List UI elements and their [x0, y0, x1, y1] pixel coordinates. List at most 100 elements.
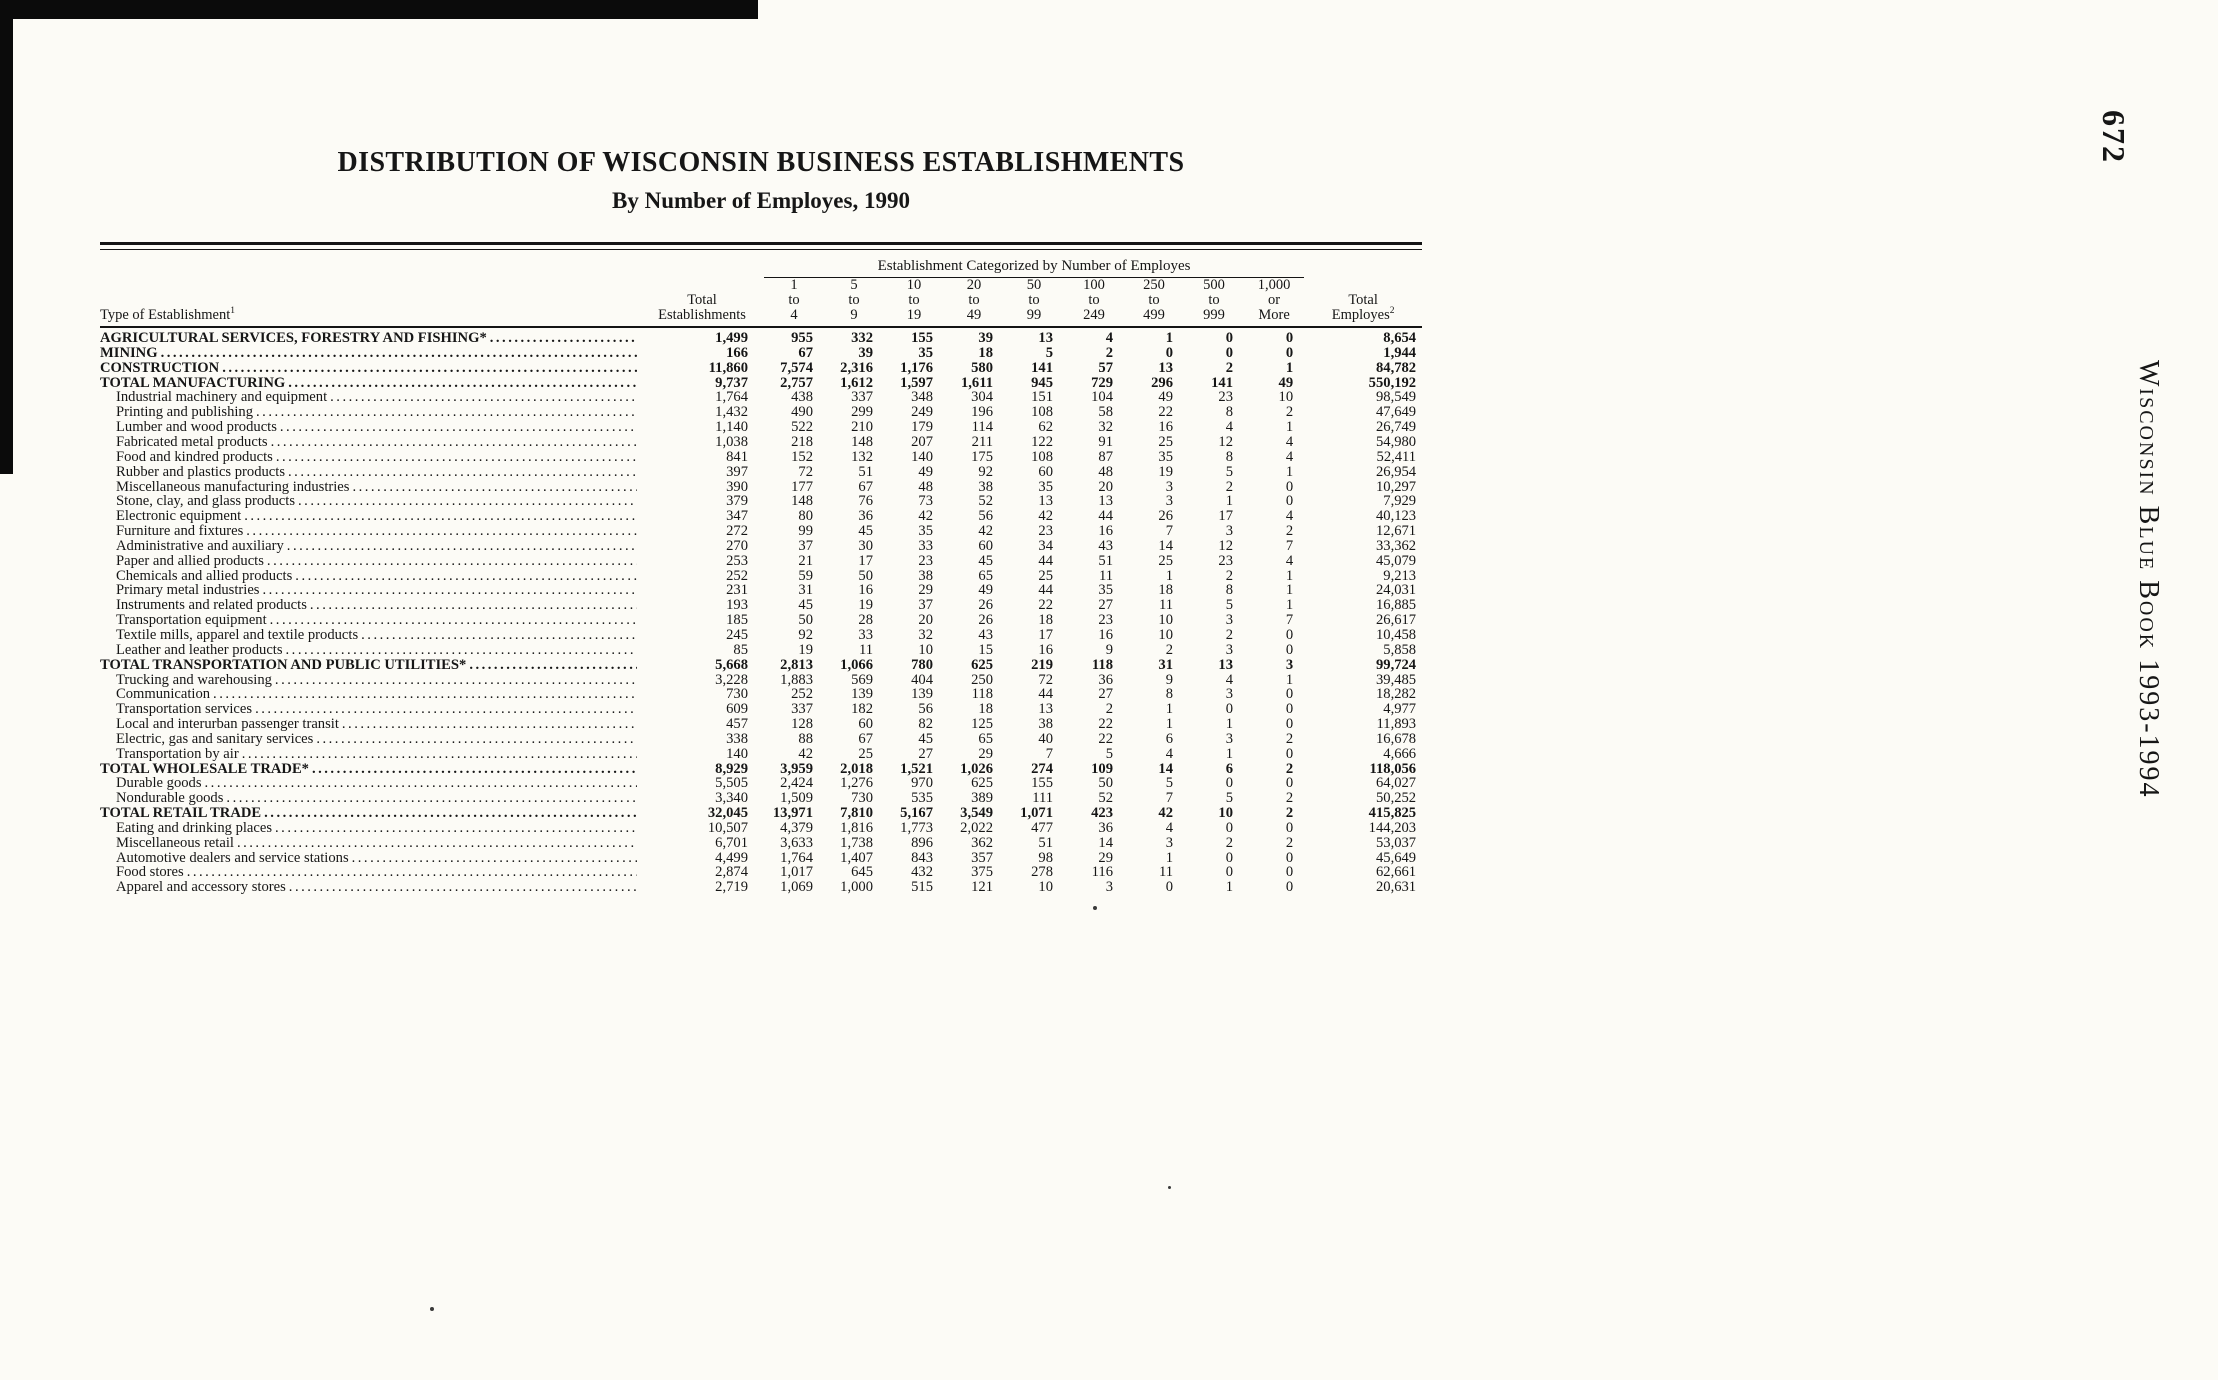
cell-value: 50	[798, 613, 813, 628]
cell-value: 645	[851, 865, 873, 881]
cell-value: 2	[1165, 642, 1173, 658]
cell-value: 0	[1225, 820, 1233, 836]
cell-value: 3	[1285, 657, 1294, 673]
cell-value: 72	[1038, 672, 1053, 688]
dot-leader	[242, 747, 637, 762]
row-label: Durable goods	[116, 776, 202, 792]
cell-value: 0	[1285, 330, 1294, 346]
cell-value: 7,574	[780, 360, 813, 376]
cell-value: 0	[1285, 820, 1294, 836]
dot-leader	[267, 554, 637, 569]
cell-value: 36	[1098, 672, 1113, 688]
book-edge-title: Wisconsin Blue Book 1993-1994	[2133, 360, 2164, 799]
cell-value: 32	[918, 627, 933, 643]
cell-value: 182	[851, 702, 873, 718]
cell-value: 1	[1165, 330, 1173, 346]
cell-value: 1,017	[780, 865, 813, 881]
cell-value: 245	[726, 627, 748, 643]
row-label: Trucking and warehousing	[116, 672, 272, 688]
cell-value: 38	[1038, 717, 1053, 732]
scan-speck	[430, 1307, 434, 1311]
cell-value: 179	[911, 420, 933, 436]
dot-leader	[280, 420, 637, 435]
cell-value: 26	[1158, 509, 1173, 525]
row-label: Transportation by air	[116, 746, 239, 762]
cell-value: 18	[978, 702, 993, 718]
cell-value: 4	[1165, 820, 1173, 836]
cell-value: 118	[971, 687, 993, 703]
cell-value: 1,944	[1383, 345, 1417, 361]
cell-value: 1,000	[840, 880, 873, 896]
row-label: TOTAL RETAIL TRADE	[100, 806, 262, 821]
cell-value: 5	[1045, 345, 1053, 361]
cell-value: 54,980	[1375, 435, 1417, 450]
row-label: Food and kindred products	[116, 449, 273, 465]
row-label: Primary metal industries	[116, 583, 260, 599]
cell-value: 9	[1165, 672, 1173, 688]
cell-value: 438	[791, 390, 813, 406]
cell-value: 9	[1105, 642, 1113, 658]
table-row: Chemicals and allied products25259503865…	[100, 569, 1422, 584]
cell-value: 1	[1285, 583, 1294, 599]
cell-value: 8	[1225, 583, 1233, 599]
cell-value: 0	[1285, 494, 1294, 510]
cell-value: 7	[1285, 538, 1294, 554]
cell-value: 1,176	[900, 360, 933, 376]
dot-leader	[213, 687, 637, 702]
cell-value: 945	[1031, 375, 1053, 391]
cell-value: 7,929	[1383, 494, 1417, 510]
cell-value: 35	[918, 345, 933, 361]
dot-leader	[469, 658, 637, 673]
cell-value: 44	[1098, 509, 1113, 525]
cell-value: 26,954	[1375, 464, 1417, 480]
cell-value: 99,724	[1375, 657, 1417, 673]
cell-value: 140	[911, 449, 933, 465]
cell-value: 729	[1091, 375, 1113, 391]
cell-value: 118,056	[1369, 761, 1417, 777]
cell-value: 3	[1165, 494, 1173, 510]
cell-value: 39,485	[1375, 672, 1417, 688]
cell-value: 32	[1098, 420, 1113, 436]
cell-value: 43	[978, 627, 993, 643]
cell-value: 29	[978, 746, 993, 762]
dot-leader	[298, 494, 637, 509]
cell-value: 490	[791, 405, 813, 421]
cell-value: 347	[726, 509, 748, 525]
cell-value: 2	[1285, 806, 1294, 821]
cell-value: 2,874	[715, 865, 748, 881]
cell-value: 970	[911, 776, 933, 792]
cell-value: 3,340	[715, 791, 748, 807]
cell-value: 1	[1285, 672, 1294, 688]
cell-value: 67	[858, 731, 873, 747]
cell-value: 5	[1225, 598, 1233, 614]
table-row: Furniture and fixtures 272 99 45 35 42 23 16 7 3 2…	[100, 524, 1422, 539]
cell-value: 1	[1165, 850, 1173, 866]
cell-value: 211	[971, 435, 993, 450]
cell-value: 27	[918, 746, 933, 762]
cell-value: 60	[858, 717, 873, 732]
cell-value: 10	[1038, 880, 1053, 896]
row-label: Administrative and auxiliary	[116, 538, 284, 554]
cell-value: 14	[1098, 835, 1113, 851]
cell-value: 125	[971, 717, 993, 732]
cell-value: 8,929	[715, 761, 748, 777]
cell-value: 50	[858, 568, 873, 584]
cell-value: 0	[1285, 687, 1294, 703]
cell-value: 13	[1038, 702, 1053, 718]
cell-value: 10	[1158, 613, 1173, 628]
cell-value: 121	[971, 880, 993, 896]
dot-leader	[246, 524, 637, 539]
column-header-size-8: 500 to 999	[1184, 277, 1244, 329]
cell-value: 17	[1038, 627, 1053, 643]
cell-value: 64,027	[1375, 776, 1417, 792]
row-label: Rubber and plastics products	[116, 464, 286, 480]
cell-value: 9,213	[1383, 568, 1417, 584]
cell-value: 98,549	[1375, 390, 1417, 406]
row-label: TOTAL MANUFACTURING	[100, 375, 286, 391]
cell-value: 20,631	[1375, 880, 1417, 896]
cell-value: 42	[798, 746, 813, 762]
dot-leader	[295, 569, 637, 584]
cell-value: 52	[978, 494, 993, 510]
cell-value: 16	[1098, 627, 1113, 643]
